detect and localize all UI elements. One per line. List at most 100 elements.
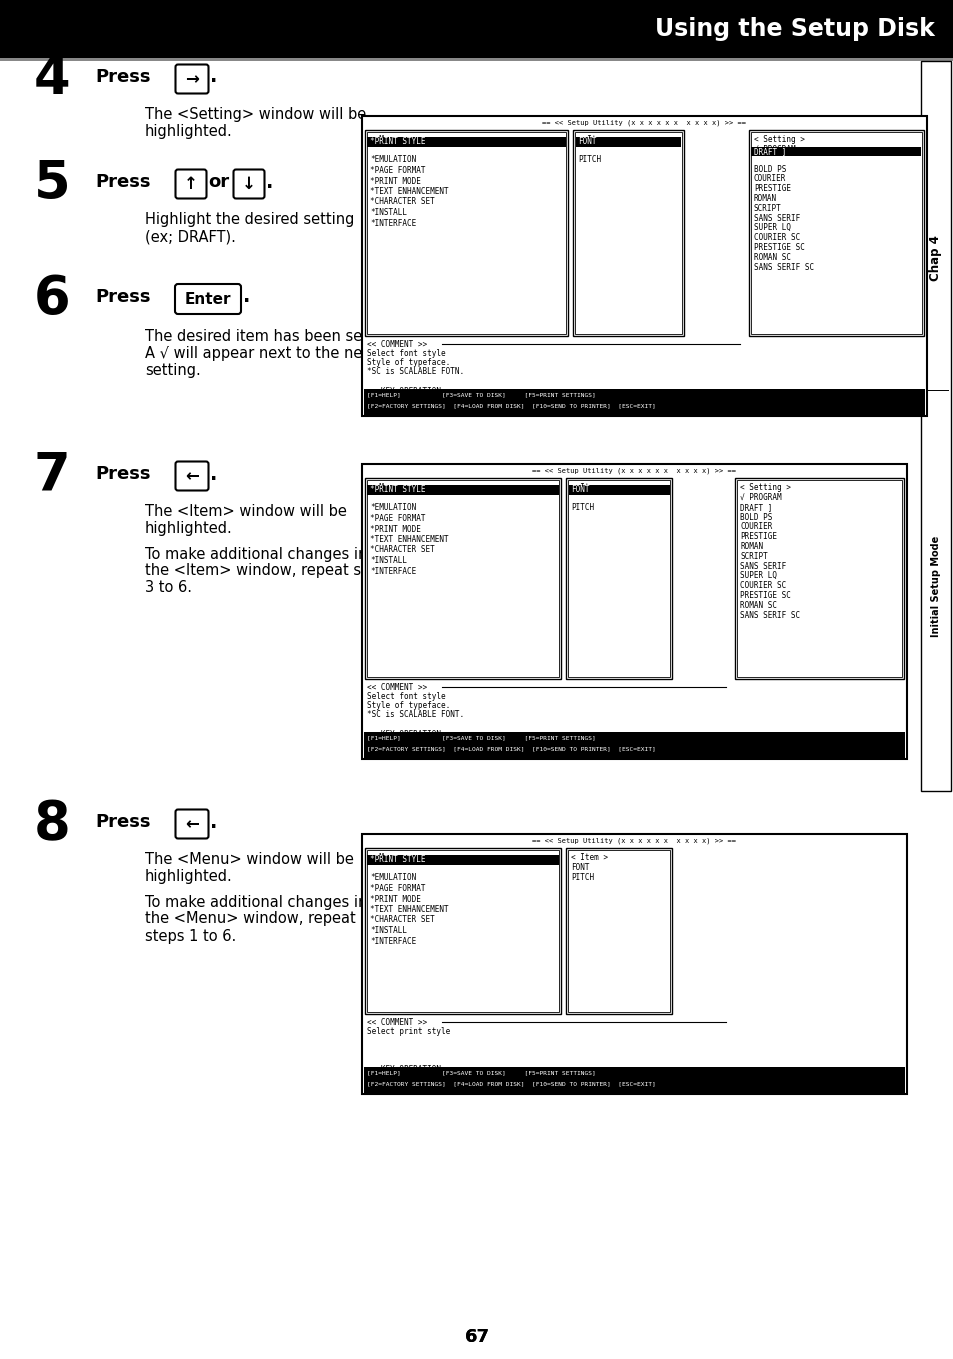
Text: Select print style: Select print style — [367, 1027, 450, 1036]
Text: << KEY OPERATION >>: << KEY OPERATION >> — [367, 730, 455, 739]
Text: << KEY OPERATION >>: << KEY OPERATION >> — [367, 1065, 455, 1074]
Text: *INTERFACE: *INTERFACE — [370, 567, 416, 575]
Text: FONT: FONT — [571, 485, 589, 495]
Text: 3 to 6.: 3 to 6. — [145, 580, 192, 595]
Bar — [361, 116, 926, 416]
Text: *PRINT MODE: *PRINT MODE — [370, 894, 420, 904]
Text: PRESTIGE SC: PRESTIGE SC — [740, 591, 790, 601]
Text: *TEXT ENHANCEMENT: *TEXT ENHANCEMENT — [370, 905, 448, 915]
Text: *PAGE FORMAT: *PAGE FORMAT — [370, 883, 425, 893]
Text: *CHARACTER SET: *CHARACTER SET — [370, 197, 435, 207]
Text: << KEY OPERATION >>: << KEY OPERATION >> — [367, 387, 455, 395]
Bar — [367, 136, 565, 147]
Text: The <Item> window will be: The <Item> window will be — [145, 504, 347, 519]
Text: BOLD PS: BOLD PS — [740, 512, 772, 522]
Bar — [737, 480, 901, 677]
Text: *PRINT STYLE: *PRINT STYLE — [370, 855, 425, 864]
Text: 8: 8 — [33, 798, 71, 849]
Text: DRAFT ]: DRAFT ] — [740, 503, 772, 512]
Bar — [573, 130, 683, 336]
Bar — [734, 478, 903, 680]
Text: Select font style: Select font style — [367, 692, 445, 701]
Text: .: . — [210, 465, 217, 484]
Bar — [365, 478, 560, 680]
Text: [F1=HELP]           [F3=SAVE TO DISK]     [F5=PRINT SETTINGS]: [F1=HELP] [F3=SAVE TO DISK] [F5=PRINT SE… — [367, 735, 595, 741]
Text: PRESTIGE: PRESTIGE — [753, 185, 790, 193]
Bar — [367, 480, 558, 677]
Text: Style of typeface.: Style of typeface. — [367, 357, 450, 367]
Text: *INSTALL: *INSTALL — [370, 925, 407, 935]
Text: .: . — [266, 173, 274, 192]
Text: *CHARACTER SET: *CHARACTER SET — [370, 545, 435, 554]
Text: 7: 7 — [33, 450, 71, 501]
Text: 5: 5 — [33, 158, 71, 211]
FancyBboxPatch shape — [175, 170, 206, 198]
Bar — [361, 463, 906, 758]
Text: < Item >: < Item > — [571, 482, 608, 492]
Text: *INSTALL: *INSTALL — [370, 208, 407, 217]
Bar — [575, 132, 680, 334]
Text: COURIER SC: COURIER SC — [740, 582, 785, 590]
Text: PRESTIGE: PRESTIGE — [740, 533, 777, 541]
Text: *INTERFACE: *INTERFACE — [370, 219, 416, 227]
Text: SUPER LQ: SUPER LQ — [740, 571, 777, 580]
Text: PITCH: PITCH — [571, 503, 594, 512]
Text: *PRINT MODE: *PRINT MODE — [370, 177, 420, 185]
Text: ROMAN: ROMAN — [753, 194, 776, 202]
Bar — [751, 147, 921, 156]
Text: →: → — [185, 71, 199, 88]
Text: SANS SERIF: SANS SERIF — [753, 213, 800, 223]
Text: highlighted.: highlighted. — [145, 124, 233, 139]
Text: *PRINT MODE: *PRINT MODE — [370, 525, 420, 534]
Text: SCRIPT: SCRIPT — [753, 204, 781, 213]
Text: < Menu >: < Menu > — [370, 135, 407, 144]
Text: DRAFT ]: DRAFT ] — [753, 147, 785, 156]
Text: √ PROGRAM: √ PROGRAM — [753, 145, 795, 154]
Text: Style of typeface.: Style of typeface. — [367, 701, 450, 709]
Text: COURIER: COURIER — [740, 522, 772, 531]
Text: [F1=HELP]           [F3=SAVE TO DISK]     [F5=PRINT SETTINGS]: [F1=HELP] [F3=SAVE TO DISK] [F5=PRINT SE… — [367, 391, 595, 397]
Text: setting.: setting. — [145, 363, 200, 378]
Text: < Menu >: < Menu > — [370, 853, 407, 862]
Text: PITCH: PITCH — [578, 155, 601, 164]
Text: The <Menu> window will be: The <Menu> window will be — [145, 852, 354, 867]
Text: Press: Press — [95, 68, 151, 86]
Text: the <Item> window, repeat steps: the <Item> window, repeat steps — [145, 564, 393, 579]
Text: == << Setup Utility (x x x x x x  x x x x) >> ==: == << Setup Utility (x x x x x x x x x x… — [532, 837, 736, 844]
Text: SCRIPT: SCRIPT — [740, 552, 767, 561]
Text: *EMULATION: *EMULATION — [370, 503, 416, 512]
Text: *SC is SCALABLE FOTN.: *SC is SCALABLE FOTN. — [367, 367, 464, 376]
Text: == << Setup Utility (x x x x x x  x x x x) >> ==: == << Setup Utility (x x x x x x x x x x… — [532, 467, 736, 474]
Text: *PAGE FORMAT: *PAGE FORMAT — [370, 166, 425, 175]
Text: COURIER SC: COURIER SC — [753, 234, 800, 242]
Text: < Item >: < Item > — [571, 853, 608, 862]
Text: Enter: Enter — [185, 291, 231, 307]
Text: 67: 67 — [464, 1328, 489, 1345]
Text: < Setting >: < Setting > — [740, 482, 790, 492]
Text: SANS SERIF: SANS SERIF — [740, 561, 785, 571]
FancyBboxPatch shape — [175, 64, 209, 94]
Bar — [365, 130, 568, 336]
Bar — [361, 834, 906, 1094]
Text: Using the Setup Disk: Using the Setup Disk — [655, 18, 934, 41]
Bar — [920, 61, 950, 791]
Bar — [367, 855, 558, 864]
Bar — [750, 132, 921, 334]
Text: *SC is SCALABLE FONT.: *SC is SCALABLE FONT. — [367, 709, 464, 719]
Text: << COMMENT >>: << COMMENT >> — [367, 1018, 427, 1027]
Text: FONT: FONT — [578, 137, 597, 147]
Text: << COMMENT >>: << COMMENT >> — [367, 684, 427, 692]
Text: To make additional changes in: To make additional changes in — [145, 894, 367, 909]
Text: ←: ← — [185, 467, 199, 485]
Text: √ PROGRAM: √ PROGRAM — [740, 493, 781, 501]
Text: < Item >: < Item > — [578, 135, 615, 144]
Bar — [365, 848, 560, 1014]
Text: highlighted.: highlighted. — [145, 520, 233, 535]
Text: *INSTALL: *INSTALL — [370, 556, 407, 565]
Bar — [364, 1067, 904, 1093]
Text: (ex; DRAFT).: (ex; DRAFT). — [145, 230, 235, 245]
Bar — [367, 132, 566, 334]
Text: Press: Press — [95, 813, 151, 830]
Bar — [364, 389, 924, 414]
Text: *CHARACTER SET: *CHARACTER SET — [370, 916, 435, 924]
